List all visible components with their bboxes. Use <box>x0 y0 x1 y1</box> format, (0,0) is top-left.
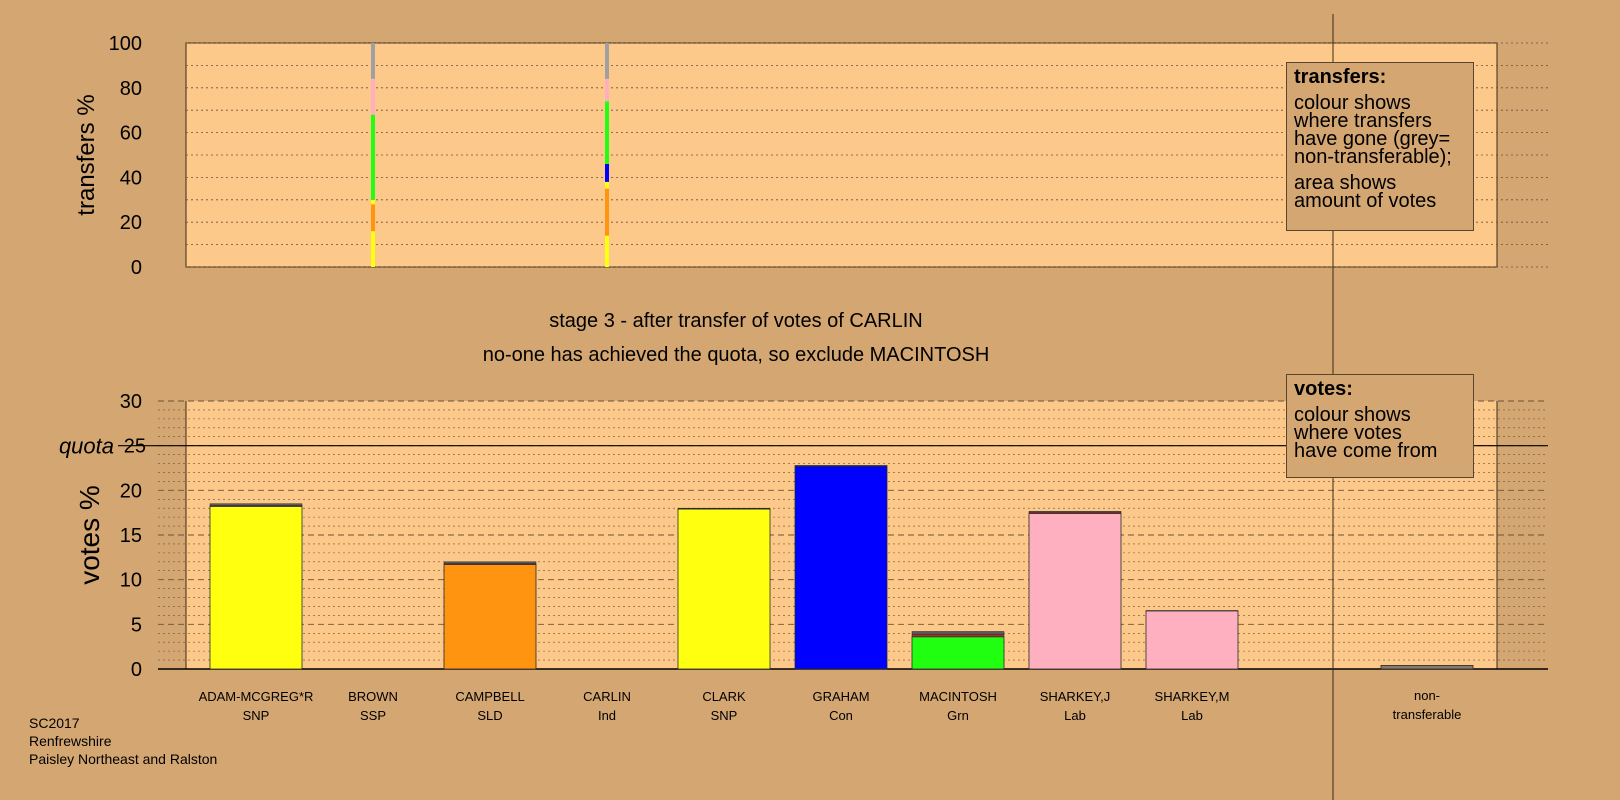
candidate-name-label: CLARK <box>702 689 746 704</box>
votes-panel: quota 0 5 10 15 20 25 30 votes % ADAM-MCGREG*R SNP… <box>59 391 1548 723</box>
candidate-party-label: SNP <box>711 708 738 723</box>
candidate-name-label: BROWN <box>348 689 398 704</box>
transfer-strip-segment <box>605 188 609 236</box>
votes-y-tick-label: 25 <box>124 436 146 458</box>
transfers-legend-box: transfers: colour shows where transfers … <box>1286 62 1474 231</box>
candidate-name-label: ADAM-MCGREG*R <box>199 689 314 704</box>
transfers-y-tick-label: 100 <box>109 33 142 55</box>
votes-legend-title: votes: <box>1294 378 1353 400</box>
vote-bar-base <box>1028 513 1122 670</box>
candidate-party-label: Lab <box>1064 708 1086 723</box>
transfer-strip-segment <box>371 114 375 200</box>
nontransferable-label: non- <box>1414 688 1440 703</box>
vote-bar-transfer-segment <box>209 503 303 506</box>
votes-legend-line: where votes <box>1294 422 1402 444</box>
transfer-strip-segment <box>605 181 609 189</box>
transfer-strip-segment <box>371 43 375 79</box>
candidate-name-label: SHARKEY,M <box>1155 689 1230 704</box>
candidate-party-label: Ind <box>598 708 616 723</box>
votes-y-tick-label: 15 <box>120 525 142 547</box>
quota-label: quota <box>59 434 114 459</box>
transfers-legend-line: non-transferable); <box>1294 146 1452 168</box>
transfers-legend-line: colour shows <box>1294 92 1411 114</box>
votes-y-tick-label: 20 <box>120 480 142 502</box>
votes-legend-box: votes: colour shows where votes have com… <box>1286 374 1474 478</box>
transfers-y-tick-label: 80 <box>120 78 142 100</box>
footer-election: SC2017 <box>29 715 80 731</box>
vote-bar-transfer-segment <box>911 631 1005 635</box>
transfer-strip-segment <box>371 78 375 115</box>
transfers-legend-line: amount of votes <box>1294 190 1437 212</box>
transfers-legend-line: area shows <box>1294 172 1397 194</box>
vote-bar-base <box>677 508 771 670</box>
candidate-party-label: SLD <box>477 708 502 723</box>
candidate-name-label: CAMPBELL <box>455 689 524 704</box>
candidate-party-label: Grn <box>947 708 969 723</box>
candidate-name-label: MACINTOSH <box>919 689 997 704</box>
candidate-party-label: Con <box>829 708 853 723</box>
vote-bar-transfer-segment <box>794 465 888 467</box>
footer-ward: Paisley Northeast and Ralston <box>29 751 218 767</box>
vote-bar-transfer-segment <box>1028 511 1122 513</box>
votes-y-tick-label: 30 <box>120 391 142 413</box>
footer-caption: SC2017 Renfrewshire Paisley Northeast an… <box>29 714 217 768</box>
transfer-strip-segment <box>605 235 609 267</box>
candidate-name-label: SHARKEY,J <box>1040 689 1111 704</box>
candidate-name-label: CARLIN <box>583 689 631 704</box>
transfers-y-tick-label: 20 <box>120 212 142 234</box>
vote-bar-base <box>794 465 888 670</box>
stage-title: stage 3 - after transfer of votes of CAR… <box>549 310 923 332</box>
votes-y-tick-label: 5 <box>131 614 142 636</box>
vote-bar-base <box>911 636 1005 670</box>
candidate-party-label: Lab <box>1181 708 1203 723</box>
transfers-y-tick-label: 0 <box>131 257 142 279</box>
vote-bar-base <box>443 564 537 670</box>
votes-y-axis-label: votes % <box>74 485 105 585</box>
footer-council: Renfrewshire <box>29 733 112 749</box>
candidate-name-label: GRAHAM <box>812 689 869 704</box>
transfer-strip-segment <box>605 78 609 102</box>
votes-legend-line: have come from <box>1294 440 1438 462</box>
candidate-party-label: SSP <box>360 708 386 723</box>
vote-bar-transfer-segment <box>911 633 1005 638</box>
votes-y-tick-label: 10 <box>120 570 142 592</box>
transfers-y-tick-label: 60 <box>120 123 142 145</box>
transfers-y-axis-label: transfers % <box>73 94 100 215</box>
transfers-legend-title: transfers: <box>1294 66 1387 88</box>
vote-bar-transfer-segment <box>443 561 537 564</box>
transfers-y-tick-label: 40 <box>120 167 142 189</box>
transfer-strip-segment <box>605 163 609 182</box>
transfers-legend-line: where transfers <box>1294 110 1432 132</box>
vote-bar-base <box>209 506 303 670</box>
stage-subtitle: no-one has achieved the quota, so exclud… <box>483 344 990 366</box>
nontransferable-bar <box>1380 665 1474 670</box>
nontransferable-label: transferable <box>1393 707 1462 722</box>
votes-y-tick-label: 0 <box>131 659 142 681</box>
transfer-strip-segment <box>371 199 375 205</box>
candidate-party-label: SNP <box>243 708 270 723</box>
transfers-panel: 0 20 40 60 80 100 transfers % <box>73 33 1548 279</box>
transfer-strip-segment <box>605 43 609 79</box>
transfer-strip-segment <box>605 101 609 164</box>
votes-legend-line: colour shows <box>1294 404 1411 426</box>
transfer-strip-segment <box>371 231 375 267</box>
vote-bar-base <box>1145 610 1239 670</box>
transfer-strip-segment <box>371 204 375 232</box>
transfers-legend-line: have gone (grey= <box>1294 128 1451 150</box>
